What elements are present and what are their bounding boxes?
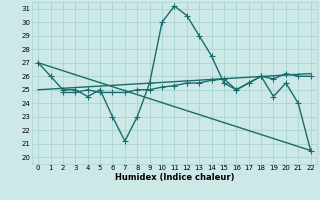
- X-axis label: Humidex (Indice chaleur): Humidex (Indice chaleur): [115, 173, 234, 182]
